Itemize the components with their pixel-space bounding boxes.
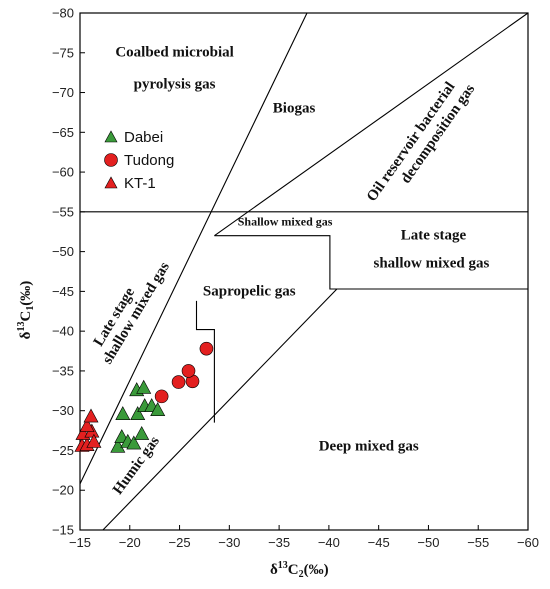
region-label: Late stage xyxy=(401,228,467,244)
x-tick-label: −25 xyxy=(169,535,191,550)
region-label: Sapropelic gas xyxy=(203,283,296,299)
data-markers xyxy=(74,341,214,453)
y-tick-label: −35 xyxy=(52,363,74,378)
marker-tudong xyxy=(171,375,186,389)
plot-area-frame xyxy=(79,12,529,531)
marker-dabei xyxy=(115,406,131,421)
marker-dabei xyxy=(136,379,152,394)
region-label: pyrolysis gas xyxy=(134,77,216,93)
boundary-shallow-mixed-box xyxy=(214,235,528,290)
region-label: Biogas xyxy=(273,100,316,116)
y-tick-label: −70 xyxy=(52,85,74,100)
boundary-line-humic-bottom xyxy=(102,288,338,531)
y-tick-label: −15 xyxy=(52,523,74,538)
y-tick-label: −75 xyxy=(52,45,74,60)
x-tick-label: −55 xyxy=(467,535,489,550)
y-tick-label: −55 xyxy=(52,204,74,219)
boundary-sapropelic-box xyxy=(195,300,215,423)
marker-dabei xyxy=(150,402,166,417)
y-tick-label: −25 xyxy=(52,443,74,458)
x-tick-label: −40 xyxy=(318,535,340,550)
y-tick-label: −80 xyxy=(52,6,74,21)
x-axis-ticks: −15 −20 −25 −30 −35 −40 −45 −50 −55 −60 xyxy=(69,525,539,550)
legend-dabei-label: Dabei xyxy=(124,129,163,146)
y-tick-label: −60 xyxy=(52,165,74,180)
marker-tudong xyxy=(199,341,214,356)
x-tick-label: −20 xyxy=(119,535,141,550)
x-tick-label: −30 xyxy=(218,535,240,550)
marker-dabei xyxy=(110,438,126,453)
boundary-line-oil-biogas xyxy=(214,12,529,237)
y-axis-label: δ13C1(‰) xyxy=(16,281,36,340)
marker-tudong xyxy=(181,364,196,378)
legend: Dabei Tudong KT-1 xyxy=(104,129,174,192)
region-label: Coalbed microbial xyxy=(115,45,233,61)
marker-tudong xyxy=(154,389,169,404)
marker-dabei xyxy=(130,406,146,421)
marker-dabei xyxy=(126,435,142,450)
boundary-line-humic-top xyxy=(79,12,308,485)
region-label: Shallow mixed gas xyxy=(238,214,333,228)
x-tick-label: −50 xyxy=(417,535,439,550)
boundary-lines xyxy=(79,12,529,531)
y-tick-label: −45 xyxy=(52,284,74,299)
x-tick-label: −45 xyxy=(368,535,390,550)
y-tick-label: −20 xyxy=(52,483,74,498)
legend-tudong-label: Tudong xyxy=(124,152,174,169)
y-tick-label: −65 xyxy=(52,125,74,140)
y-tick-label: −40 xyxy=(52,324,74,339)
y-tick-label: −30 xyxy=(52,403,74,418)
legend-kt1-marker xyxy=(104,176,118,189)
marker-kt-1 xyxy=(83,408,99,423)
y-axis-ticks: −15 −20 −25 −30 −35 −40 −45 −50 −55 −60 −65 −70 −75 −… xyxy=(52,6,85,538)
y-tick-label: −50 xyxy=(52,244,74,259)
region-label: Deep mixed gas xyxy=(319,438,419,454)
legend-tudong-marker xyxy=(104,153,118,167)
x-tick-label: −60 xyxy=(517,535,539,550)
x-tick-label: −35 xyxy=(268,535,290,550)
marker-dabei xyxy=(134,425,150,440)
legend-dabei-marker xyxy=(104,130,118,143)
marker-kt-1 xyxy=(86,433,102,448)
x-tick-label: −15 xyxy=(69,535,91,550)
legend-kt1-label: KT-1 xyxy=(124,175,156,192)
x-axis-label: δ13C2(‰) xyxy=(270,560,329,580)
marker-kt-1 xyxy=(79,417,95,432)
region-label: shallow mixed gas xyxy=(374,256,490,272)
